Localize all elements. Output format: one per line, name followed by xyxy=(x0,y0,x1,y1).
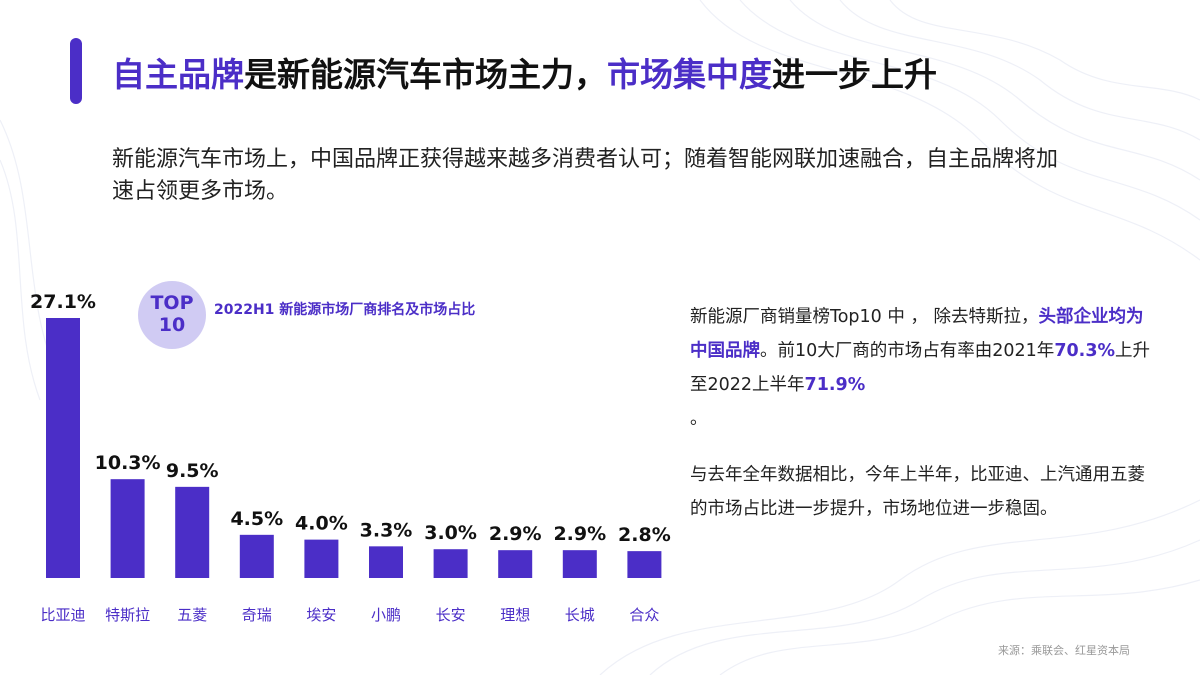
bar-chart: 27.1% 比亚迪 10.3% 特斯拉 9.5% 五菱 4.5% 奇瑞 4.0% 埃安 3.3% 小鹏… xyxy=(30,291,671,624)
commentary-text: 。前10大厂商的市场占有率由2021年 xyxy=(760,341,1055,361)
bar-value-label-2: 9.5% xyxy=(166,460,219,482)
category-label-9: 合众 xyxy=(629,606,659,624)
bar-value-label-5: 3.3% xyxy=(360,519,413,541)
commentary-highlight: 头部企业均为中国品牌 xyxy=(690,307,1144,361)
bar-value-label-9: 2.8% xyxy=(618,524,671,546)
page-title: 自主品牌是新能源汽车市场主力，市场集中度进一步上升 xyxy=(112,48,937,96)
bar-8 xyxy=(562,550,597,578)
category-label-3: 奇瑞 xyxy=(242,606,272,624)
commentary-text: 。 xyxy=(690,409,708,429)
right-commentary: 新能源厂商销量榜Top10 中 ， 除去特斯拉，头部企业均为中国品牌。前10大厂… xyxy=(690,300,1160,526)
commentary-paragraph-1: 新能源厂商销量榜Top10 中 ， 除去特斯拉，头部企业均为中国品牌。前10大厂… xyxy=(690,300,1160,436)
bar-2 xyxy=(175,486,210,578)
commentary-highlight: 70.3% xyxy=(1054,341,1116,361)
bar-0 xyxy=(46,318,80,578)
bar-value-label-8: 2.9% xyxy=(553,523,606,545)
top10-badge-line2: 10 xyxy=(158,314,186,336)
commentary-text: 新能源厂商销量榜Top10 中 ， 除去特斯拉， xyxy=(690,307,1039,327)
title-text-1: 是新能源汽车市场主力， xyxy=(244,55,607,94)
category-label-0: 比亚迪 xyxy=(40,606,85,624)
bar-9 xyxy=(627,551,662,578)
category-label-8: 长城 xyxy=(565,606,595,624)
bar-1 xyxy=(110,479,145,578)
bar-4 xyxy=(304,539,339,578)
category-label-7: 理想 xyxy=(500,606,530,624)
category-label-2: 五菱 xyxy=(177,606,207,624)
bar-value-label-6: 3.0% xyxy=(424,522,477,544)
commentary-highlight: 71.9% xyxy=(804,375,866,395)
title-highlight-1: 自主品牌 xyxy=(112,55,244,94)
bar-5 xyxy=(369,546,403,578)
commentary-paragraph-2: 与去年全年数据相比，今年上半年，比亚迪、上汽通用五菱的市场占比进一步提升，市场地… xyxy=(690,465,1145,519)
page-subtitle: 新能源汽车市场上，中国品牌正获得越来越多消费者认可；随着智能网联加速融合，自主品… xyxy=(112,147,1059,204)
category-label-4: 埃安 xyxy=(306,606,336,624)
chart-title: 2022H1 新能源市场厂商排名及市场占比 xyxy=(214,302,476,318)
bar-6 xyxy=(433,549,468,578)
bar-value-label-0: 27.1% xyxy=(30,291,96,313)
category-label-1: 特斯拉 xyxy=(105,606,150,624)
title-highlight-2: 市场集中度 xyxy=(607,55,772,94)
category-label-5: 小鹏 xyxy=(371,606,401,624)
bar-value-label-1: 10.3% xyxy=(95,452,161,474)
bar-value-label-3: 4.5% xyxy=(230,508,283,530)
source-note: 来源：乘联会、红星资本局 xyxy=(998,644,1130,657)
title-accent-bar xyxy=(70,38,82,104)
bar-value-label-4: 4.0% xyxy=(295,513,348,535)
title-text-2: 进一步上升 xyxy=(772,55,937,94)
top10-badge-line1: TOP xyxy=(150,292,194,314)
bar-3 xyxy=(239,534,274,578)
bar-7 xyxy=(498,550,533,578)
top10-badge: TOP 10 xyxy=(138,281,206,349)
commentary-text: 上升至2022上半年 xyxy=(690,341,1151,395)
category-label-6: 长安 xyxy=(436,606,466,624)
bar-value-label-7: 2.9% xyxy=(489,523,542,545)
